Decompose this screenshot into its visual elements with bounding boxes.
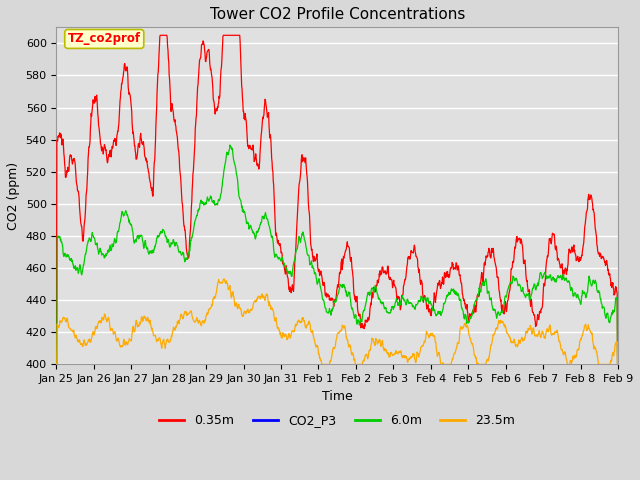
- Title: Tower CO2 Profile Concentrations: Tower CO2 Profile Concentrations: [209, 7, 465, 22]
- X-axis label: Time: Time: [322, 390, 353, 403]
- Text: TZ_co2prof: TZ_co2prof: [68, 33, 141, 46]
- Y-axis label: CO2 (ppm): CO2 (ppm): [7, 162, 20, 230]
- Legend: 0.35m, CO2_P3, 6.0m, 23.5m: 0.35m, CO2_P3, 6.0m, 23.5m: [154, 409, 520, 432]
